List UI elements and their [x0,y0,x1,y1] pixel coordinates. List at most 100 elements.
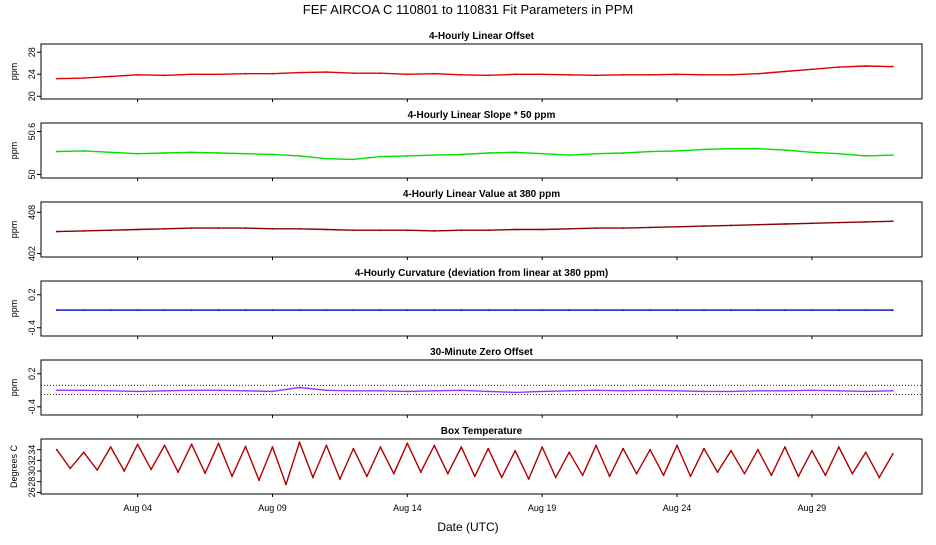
data-point [55,230,58,233]
data-point [810,449,813,452]
data-point [190,73,193,76]
data-point [864,65,867,67]
data-point [406,73,409,76]
series-line [56,386,893,394]
data-point [649,150,651,153]
y-tick-label: 50 [27,169,37,179]
y-tick-label: 0.2 [27,367,37,380]
data-point [878,476,881,479]
y-tick-label: 50.6 [27,123,37,141]
x-tick-label: Aug 14 [393,503,422,513]
data-point [446,472,449,475]
data-point [190,443,193,446]
data-point [703,309,705,312]
data-point [379,446,382,448]
data-point [514,228,517,231]
data-point [190,227,193,230]
data-point [433,309,436,312]
data-point [541,228,544,231]
data-point [244,227,247,230]
data-point [568,73,571,76]
data-point [851,472,854,475]
data-point [622,227,624,230]
data-point [244,72,247,75]
data-point [824,474,827,477]
data-point [784,70,786,73]
data-point [649,448,651,451]
data-point [487,390,490,393]
data-point [730,390,732,393]
data-point [55,448,58,451]
panel-title: Box Temperature [441,426,523,437]
data-point [379,72,382,75]
data-point [231,475,233,478]
data-point [298,386,301,389]
data-point [757,223,759,226]
data-point [541,390,544,393]
data-point [460,389,463,392]
data-point [433,444,436,447]
data-point [352,309,355,312]
data-point [622,309,624,312]
data-point [460,229,463,232]
data-point [810,68,813,71]
data-point [285,483,287,486]
panel-title: 4-Hourly Curvature (deviation from linea… [355,268,608,279]
data-point [325,389,328,392]
data-point [757,448,759,451]
data-point [55,389,58,392]
data-point [82,149,85,152]
data-point [163,309,166,312]
series-line [56,441,894,486]
y-tick-label: 30 [27,466,37,476]
data-point [514,449,517,452]
data-point [541,309,544,312]
data-point [676,444,678,447]
data-point [109,75,112,78]
y-tick-label: 28 [27,477,37,487]
data-point [595,152,598,155]
y-tick-label: 20 [27,91,37,101]
data-point [730,147,732,150]
data-point [770,474,773,477]
data-point [554,476,557,479]
y-tick-label: 24 [27,69,37,79]
x-tick-label: Aug 29 [798,503,827,513]
panel-title: 4-Hourly Linear Offset [429,31,535,42]
data-point [541,446,544,448]
data-point [891,220,894,223]
data-point [325,309,328,312]
data-point [568,227,571,230]
data-point [352,389,355,392]
data-point [676,149,678,152]
chart-panel: 30-Minute Zero Offset -0.4 0.2 ppm [9,347,923,418]
data-point [595,227,598,230]
data-point [649,389,651,392]
data-point [703,390,705,393]
data-point [689,475,692,478]
data-point [676,309,678,312]
data-point [500,476,503,479]
data-point [649,226,651,229]
data-point [810,222,813,225]
data-point [487,152,490,154]
series-line [56,65,893,80]
y-axis-label: ppm [9,142,19,160]
data-point [837,309,840,312]
data-point [150,468,153,471]
data-point [298,227,301,230]
data-point [55,309,58,312]
data-point [864,154,867,157]
data-point [635,472,638,475]
data-point [473,475,476,478]
data-point [716,471,719,474]
data-point [82,77,85,79]
data-point [271,390,274,393]
data-point [864,451,867,454]
data-point [217,442,220,445]
data-point [96,469,99,471]
chart-title: FEF AIRCOA C 110801 to 110831 Fit Parame… [303,2,633,17]
data-point [595,309,598,312]
data-point [757,147,759,150]
data-point [460,446,463,448]
